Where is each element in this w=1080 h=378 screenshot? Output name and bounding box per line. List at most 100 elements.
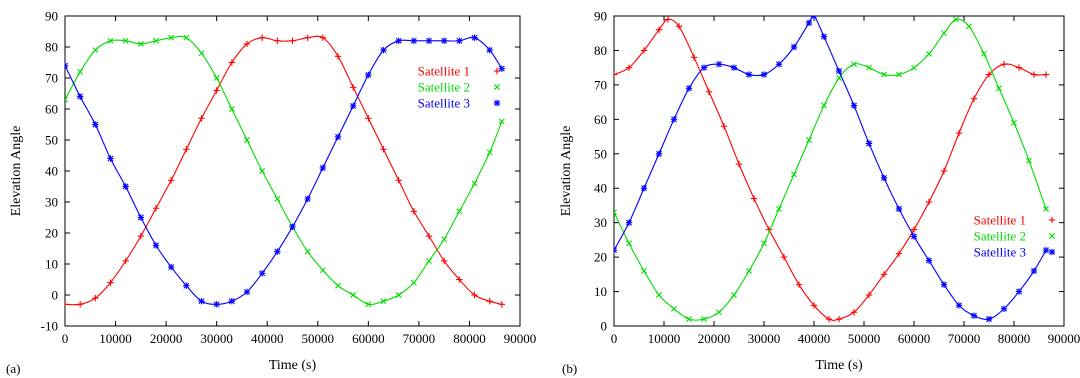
data-point [940,167,948,175]
series-line [614,18,1047,321]
data-point [122,183,129,190]
y-tick-label: 60 [594,112,607,127]
data-point [735,160,743,168]
x-tick-label: 10000 [648,331,681,346]
y-tick-label: 80 [594,43,607,58]
legend-marker [493,99,501,107]
data-point [806,137,812,143]
y-tick-label: 90 [594,9,607,24]
data-point [213,301,220,308]
data-point [970,95,978,102]
y-tick-label: 0 [52,288,59,303]
data-point [895,205,903,213]
x-tick-label: 90000 [504,331,537,346]
data-point [349,84,357,91]
y-tick-label: 40 [45,164,58,179]
data-point [498,301,505,308]
data-point [880,271,888,278]
y-tick-label: 80 [45,40,58,55]
y-tick-label: 40 [594,181,607,196]
data-point [641,267,647,274]
data-point [985,315,993,323]
data-point [456,208,463,215]
data-point [380,298,387,305]
data-point [626,240,632,247]
data-point [440,37,448,44]
x-tick-label: 40000 [798,331,831,346]
data-point [198,50,205,57]
plot-frame [613,15,1065,327]
y-tick-label: 70 [594,77,607,92]
legend-label: Satellite 3 [418,96,470,111]
data-point [1011,119,1017,126]
data-point [750,195,758,202]
legend-label: Satellite 2 [418,80,470,95]
data-point [183,282,190,289]
data-point [440,257,448,265]
data-point [395,292,402,298]
data-point [910,226,918,233]
data-point [289,37,296,44]
data-point [349,102,357,110]
data-point [243,288,251,296]
y-tick-label: 10 [45,257,58,272]
data-point [76,301,84,308]
y-tick-label: 90 [45,9,58,24]
data-point [137,214,145,221]
data-point [685,85,693,92]
data-point [213,87,220,94]
data-point [701,316,707,323]
series-line [614,18,1047,321]
series-3 [614,16,1050,323]
data-point [775,61,783,68]
series-3 [65,34,505,308]
data-point [686,316,692,323]
data-point [835,315,843,323]
data-point [395,177,402,184]
data-point [335,282,341,289]
data-point [664,16,672,23]
y-axis-label: Elevation Angle [9,126,24,217]
data-point [65,96,68,103]
data-point [319,34,327,41]
data-point [614,71,618,78]
data-point [198,298,205,305]
data-point [614,209,617,216]
data-point [258,270,266,277]
data-point [760,71,768,78]
data-point [76,93,84,100]
data-point [350,292,357,298]
data-point [365,301,372,308]
data-point [850,102,858,109]
y-tick-label: 20 [594,250,607,265]
data-point [168,34,175,41]
data-point [304,34,311,41]
data-point [625,219,633,226]
data-point [92,121,99,128]
data-point [1026,157,1032,164]
legend-marker [1049,233,1055,239]
data-point [656,292,662,298]
x-tick-label: 30000 [200,331,233,346]
data-point [319,267,326,274]
data-point [731,292,737,298]
legend-label: Satellite 2 [974,229,1026,244]
data-point [456,276,463,283]
data-point [425,232,433,240]
data-point [790,43,798,51]
series-1 [614,16,1050,323]
data-point [625,64,633,71]
data-point [825,315,833,323]
data-point [167,263,175,271]
y-tick-label: 20 [45,226,58,241]
data-point [153,37,159,44]
x-tick-label: 90000 [1048,331,1080,346]
data-point [274,248,281,255]
data-point [745,71,753,78]
data-point [410,279,417,286]
data-point [228,298,236,305]
data-point [835,67,843,75]
data-point [865,291,873,299]
data-point [228,59,236,66]
